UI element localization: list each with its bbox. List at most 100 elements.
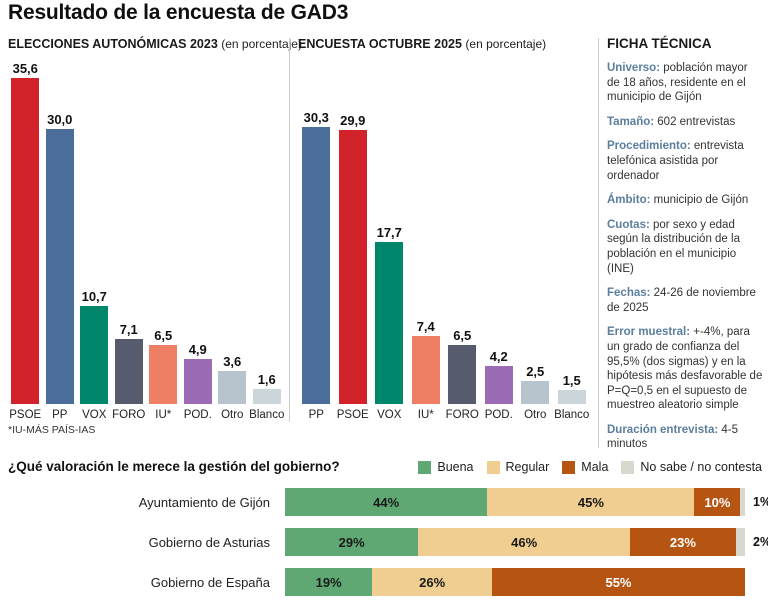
- legend-swatch-icon: [486, 460, 500, 474]
- stacked-bar: 29% 46% 23%: [285, 528, 745, 556]
- ficha-item: Error muestral: +-4%, para un grado de c…: [607, 326, 763, 412]
- segment-mala: 10%: [694, 488, 741, 516]
- bar-column-blanco: 1,6 Blanco: [249, 372, 285, 422]
- bar-column-psoe: 29,9 PSOE: [335, 113, 372, 422]
- bar-category-label: Otro: [524, 409, 547, 421]
- ficha-item: Procedimiento: entrevista telefónica asi…: [607, 140, 744, 182]
- bar-vox: [375, 242, 404, 404]
- bar-category-label: FORO: [112, 409, 146, 421]
- bar-otro: [521, 381, 550, 404]
- valuation-row-trailing-label: 2%: [753, 535, 768, 549]
- segment-regular: 45%: [487, 488, 695, 516]
- bar-category-label: FORO: [445, 409, 479, 421]
- legend-swatch-icon: [562, 460, 576, 474]
- bar-category-label: POD.: [484, 409, 513, 421]
- bar-category-label: VOX: [377, 409, 402, 421]
- bar-value-label: 4,2: [489, 349, 508, 364]
- bar-blanco: [557, 390, 586, 404]
- legend-label: Regular: [505, 460, 550, 474]
- legend-swatch-icon: [621, 460, 635, 474]
- bar-value-label: 1,5: [562, 373, 581, 388]
- legend-item-buena: Buena: [418, 460, 474, 474]
- bar-value-label: 30,3: [303, 110, 329, 125]
- bar-chart-elecciones-2023: 35,6 PSOE 30,0 PP 10,7 VOX 7,1 FORO 6,5 IU* 4,9 POD…: [8, 56, 284, 422]
- bar-column-pod: 4,2 POD.: [481, 349, 518, 422]
- bar-column-pp: 30,0 PP: [43, 112, 78, 422]
- bar-otro: [218, 371, 247, 404]
- bar-value-label: 7,4: [416, 319, 435, 334]
- legend-label: No sabe / no contesta: [640, 460, 762, 474]
- ficha-item: Fechas: 24-26 de noviembre de 2025: [607, 287, 756, 314]
- bar-column-vox: 10,7 VOX: [77, 289, 112, 422]
- bar-column-vox: 17,7 VOX: [371, 225, 408, 422]
- valuation-row: Gobierno de Asturias 29%46%23% 2%: [8, 528, 768, 556]
- bar-column-iu: 6,5 IU*: [146, 328, 181, 422]
- bar-value-label: 1,6: [257, 372, 276, 387]
- segment-regular: 46%: [418, 528, 630, 556]
- bar-category-label: Blanco: [249, 409, 285, 421]
- legend-label: Buena: [437, 460, 474, 474]
- ficha-item-label: Error muestral:: [607, 326, 691, 339]
- bar-pod: [484, 366, 513, 404]
- bar-category-label: IU*: [417, 409, 434, 421]
- valuation-row-trailing-label: 1%: [753, 495, 768, 509]
- chart-subtitle-encuesta: (en porcentaje): [465, 37, 547, 51]
- bar-value-label: 4,9: [188, 342, 207, 357]
- bar-pp: [45, 129, 74, 404]
- bar-psoe: [11, 78, 40, 404]
- valuation-row-label: Gobierno de España: [150, 574, 270, 590]
- bar-value-label: 7,1: [119, 322, 138, 337]
- bar-column-iu: 7,4 IU*: [408, 319, 445, 422]
- bar-category-label: PSOE: [9, 409, 42, 421]
- bar-iu: [149, 345, 178, 404]
- bar-value-label: 35,6: [12, 61, 38, 76]
- bar-category-label: Otro: [221, 409, 244, 421]
- segment-no-sabe---no-contesta: [735, 528, 745, 556]
- bar-value-label: 10,7: [81, 289, 107, 304]
- ficha-tecnica-header: FICHA TÉCNICA: [607, 36, 712, 51]
- segment-regular: 26%: [372, 568, 492, 596]
- ficha-item-label: Cuotas:: [607, 218, 650, 231]
- bar-category-label: VOX: [82, 409, 107, 421]
- bar-foro: [114, 339, 143, 404]
- chart-header-encuesta: ENCUESTA OCTUBRE 2025 (en porcentaje): [298, 37, 546, 51]
- valuation-row-label: Gobierno de Asturias: [148, 534, 270, 550]
- ficha-item: Universo: población mayor de 18 años, re…: [607, 62, 748, 104]
- bar-column-pod: 4,9 POD.: [181, 342, 216, 422]
- segment-no-sabe---no-contesta: [740, 488, 745, 516]
- bar-category-label: PP: [52, 409, 68, 421]
- ficha-item-label: Tamaño:: [607, 115, 655, 128]
- bar-category-label: POD.: [183, 409, 212, 421]
- ficha-item-label: Procedimiento:: [607, 140, 691, 153]
- bar-column-blanco: 1,5 Blanco: [554, 373, 591, 422]
- valuation-row-label: Ayuntamiento de Gijón: [138, 494, 270, 510]
- valuation-row: Ayuntamiento de Gijón 44%45%10% 1%: [8, 488, 768, 516]
- segment-buena: 44%: [285, 488, 488, 516]
- bar-category-label: PSOE: [336, 409, 369, 421]
- bar-category-label: PP: [308, 409, 324, 421]
- bar-foro: [448, 345, 477, 404]
- legend-item-mala: Mala: [562, 460, 608, 474]
- bar-pod: [183, 359, 212, 404]
- legend-item-no-sabe---no-contesta: No sabe / no contesta: [621, 460, 762, 474]
- stacked-bar: 44% 45% 10%: [285, 488, 745, 516]
- ficha-item-label: Universo:: [607, 62, 661, 74]
- valuation-legend: Buena Regular Mala No sabe / no contesta: [418, 460, 762, 474]
- page-title: Resultado de la encuesta de GAD3: [8, 1, 349, 24]
- ficha-item: Duración entrevista: 4-5 minutos: [607, 423, 739, 451]
- bar-column-foro: 7,1 FORO: [112, 322, 147, 422]
- legend-swatch-icon: [418, 460, 432, 474]
- segment-mala: 55%: [491, 568, 745, 596]
- bar-column-pp: 30,3 PP: [298, 110, 335, 422]
- bar-column-psoe: 35,6 PSOE: [8, 61, 43, 422]
- legend-label: Mala: [581, 460, 609, 474]
- segment-buena: 29%: [285, 528, 419, 556]
- bar-value-label: 3,6: [223, 354, 242, 369]
- bar-category-label: IU*: [155, 409, 172, 421]
- bar-blanco: [252, 389, 281, 404]
- bar-psoe: [338, 130, 367, 404]
- bar-category-label: Blanco: [554, 409, 590, 421]
- bar-value-label: 17,7: [376, 225, 402, 240]
- chart-subtitle-elecciones: (en porcentaje): [221, 37, 302, 51]
